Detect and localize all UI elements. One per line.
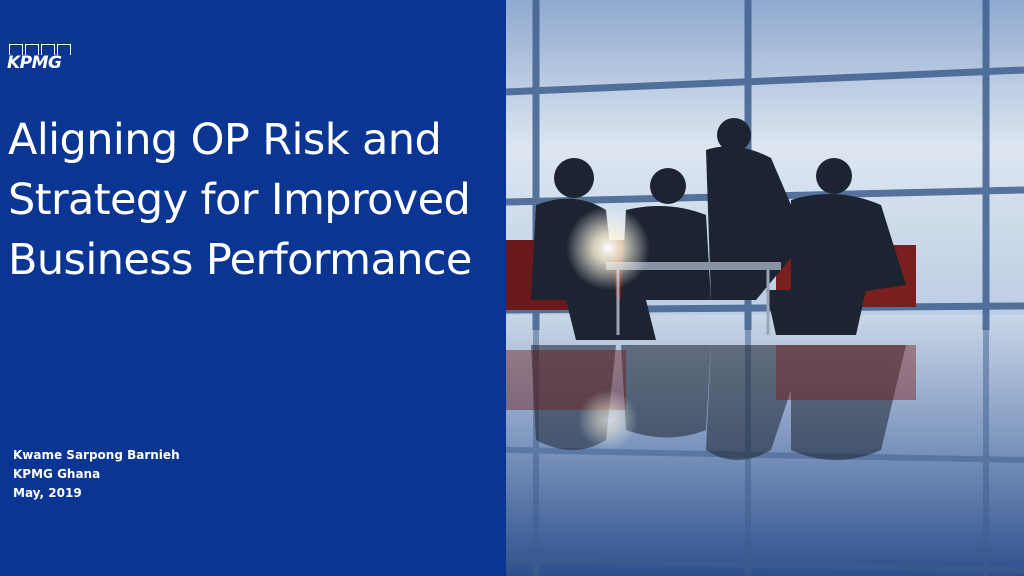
logo-box (9, 44, 23, 55)
logo-text: KPMG (7, 53, 62, 73)
meeting-photo (506, 0, 1024, 576)
presenter-info: Kwame Sarpong Barnieh KPMG Ghana May, 20… (13, 446, 180, 503)
logo-box (25, 44, 39, 55)
title-panel: KPMG Aligning OP Risk and Strategy for I… (0, 0, 506, 576)
meeting-photo-illustration (506, 0, 1024, 576)
title-line: Aligning OP Risk and (8, 115, 442, 165)
title-line: Strategy for Improved (8, 175, 471, 225)
presenter-company: KPMG Ghana (13, 467, 101, 481)
presenter-name: Kwame Sarpong Barnieh (13, 448, 180, 462)
logo-box (57, 44, 71, 55)
presentation-date: May, 2019 (13, 486, 82, 500)
title-line: Business Performance (8, 235, 472, 285)
logo-boxes (9, 44, 77, 55)
kpmg-logo: KPMG (7, 44, 77, 74)
slide-title: Aligning OP Risk and Strategy for Improv… (8, 110, 503, 290)
logo-box (41, 44, 55, 55)
